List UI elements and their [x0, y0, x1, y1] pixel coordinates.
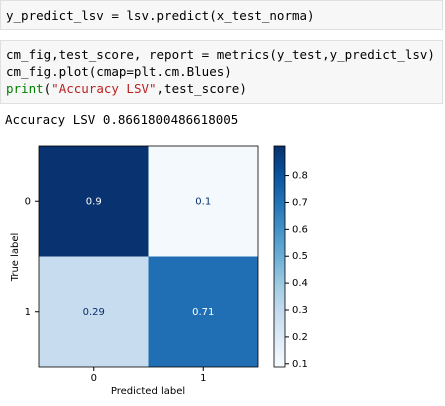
code-token: print: [6, 81, 44, 96]
colorbar-tick-label: 0.4: [292, 278, 308, 289]
code-line: print("Accuracy LSV",test_score): [6, 80, 437, 97]
value-label: 0.71: [192, 307, 214, 318]
value-label: 0.9: [86, 196, 102, 207]
code-token: ,test_score): [156, 81, 247, 96]
value-label: 0.1: [195, 196, 211, 207]
x-tick-label: 1: [200, 373, 206, 384]
y-axis-label: True label: [10, 233, 21, 283]
colorbar-tick-label: 0.3: [292, 305, 308, 316]
code-token: cm_fig.plot(cmap=plt.cm.Blues): [6, 64, 232, 79]
heatmap-cell: [39, 146, 149, 257]
heatmap-cell: [148, 256, 258, 367]
colorbar-tick-label: 0.7: [292, 197, 308, 208]
x-axis-label: Predicted label: [111, 386, 185, 397]
y-tick-label: 0: [25, 196, 31, 207]
colorbar-tick-label: 0.8: [292, 171, 308, 182]
colorbar: [273, 145, 286, 368]
plot-frame: [38, 145, 259, 368]
x-tick-label: 0: [91, 373, 97, 384]
code-token: "Accuracy LSV": [51, 81, 157, 96]
code-line: cm_fig,test_score, report = metrics(y_te…: [6, 46, 437, 63]
colorbar-tick-label: 0.2: [292, 332, 308, 343]
colorbar-tick-label: 0.1: [292, 359, 308, 370]
heatmap-cell: [39, 256, 149, 367]
code-cell[interactable]: cm_fig,test_score, report = metrics(y_te…: [0, 40, 443, 104]
heatmap-cell: [148, 146, 258, 257]
colorbar-tick-label: 0.6: [292, 224, 308, 235]
y-tick-label: 1: [25, 307, 31, 318]
code-cell[interactable]: y_predict_lsv = lsv.predict(x_test_norma…: [0, 0, 443, 30]
value-label: 0.29: [83, 307, 105, 318]
colorbar-tick-label: 0.5: [292, 251, 308, 262]
code-line: cm_fig.plot(cmap=plt.cm.Blues): [6, 63, 437, 80]
code-line: y_predict_lsv = lsv.predict(x_test_norma…: [6, 7, 437, 24]
cell-output: Accuracy LSV 0.8661800486618005: [5, 112, 239, 127]
code-token: cm_fig,test_score, report = metrics(y_te…: [6, 47, 435, 62]
code-token: y_predict_lsv = lsv.predict(x_test_norma…: [6, 8, 315, 23]
code-token: (: [43, 81, 52, 96]
